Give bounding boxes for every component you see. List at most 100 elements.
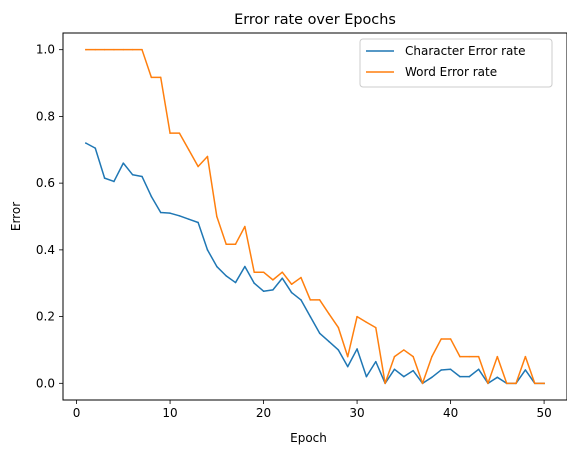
data-point-character-error-rate: [113, 180, 115, 183]
data-point-word-error-rate: [253, 271, 255, 273]
x-tick-label: 10: [162, 406, 177, 420]
data-point-word-error-rate: [346, 355, 349, 358]
data-point-character-error-rate: [188, 218, 190, 220]
x-tick-label: 20: [256, 406, 271, 420]
chart-title: Error rate over Epochs: [234, 12, 396, 28]
data-point-word-error-rate: [440, 338, 442, 340]
data-point-character-error-rate: [318, 332, 321, 335]
legend: Character Error rate Word Error rate: [359, 38, 553, 88]
series-points-character-error-rate: [85, 142, 545, 385]
data-point-character-error-rate: [244, 265, 246, 268]
data-point-word-error-rate: [459, 355, 461, 358]
data-point-word-error-rate: [384, 382, 386, 385]
data-point-word-error-rate: [225, 243, 227, 245]
data-point-word-error-rate: [122, 48, 125, 51]
y-tick-label: 0.8: [36, 109, 55, 123]
legend-label-word-error-rate: Word Error rate: [405, 65, 497, 79]
data-point-character-error-rate: [403, 375, 405, 378]
data-point-word-error-rate: [159, 76, 162, 79]
data-point-character-error-rate: [290, 291, 293, 294]
data-point-word-error-rate: [318, 299, 321, 301]
data-point-word-error-rate: [103, 48, 106, 51]
data-point-character-error-rate: [356, 348, 358, 350]
data-point-word-error-rate: [412, 355, 414, 358]
data-point-character-error-rate: [496, 376, 499, 379]
data-point-word-error-rate: [477, 355, 480, 358]
data-point-word-error-rate: [365, 321, 368, 324]
data-point-word-error-rate: [197, 165, 199, 168]
x-tick-label: 30: [349, 406, 364, 420]
data-point-word-error-rate: [468, 355, 471, 358]
y-tick-label: 0.0: [36, 376, 55, 390]
data-point-word-error-rate: [113, 48, 115, 51]
data-point-character-error-rate: [337, 349, 340, 351]
data-point-word-error-rate: [337, 326, 340, 329]
data-point-word-error-rate: [524, 355, 527, 358]
y-tick-label: 0.6: [36, 176, 55, 190]
data-point-character-error-rate: [440, 369, 442, 371]
data-point-word-error-rate: [356, 315, 358, 318]
data-point-word-error-rate: [169, 132, 171, 134]
y-axis-ticks: 0.0 0.2 0.4 0.6 0.8 1.0: [36, 43, 63, 390]
data-point-character-error-rate: [122, 162, 125, 164]
data-point-character-error-rate: [262, 290, 265, 292]
data-point-character-error-rate: [131, 174, 134, 176]
data-point-character-error-rate: [206, 249, 209, 251]
data-point-character-error-rate: [178, 215, 181, 217]
data-point-character-error-rate: [94, 147, 97, 149]
data-point-word-error-rate: [272, 279, 274, 281]
plot-lines: [84, 48, 545, 385]
data-point-character-error-rate: [365, 375, 368, 378]
data-point-word-error-rate: [188, 149, 190, 151]
y-tick-label: 1.0: [36, 43, 55, 57]
series-line-word-error-rate: [85, 48, 545, 385]
data-point-character-error-rate: [150, 195, 153, 198]
x-axis-label: Epoch: [290, 431, 327, 445]
x-tick-label: 40: [443, 406, 458, 420]
data-point-word-error-rate: [533, 382, 536, 385]
series-points-word-error-rate: [85, 48, 545, 385]
data-point-character-error-rate: [309, 315, 312, 318]
data-point-word-error-rate: [234, 243, 237, 245]
y-tick-label: 0.2: [36, 310, 55, 324]
data-point-character-error-rate: [225, 275, 227, 277]
data-point-word-error-rate: [309, 299, 312, 301]
data-point-word-error-rate: [216, 215, 218, 218]
data-point-word-error-rate: [141, 48, 143, 51]
data-point-character-error-rate: [449, 368, 452, 371]
y-tick-label: 0.4: [36, 243, 55, 257]
data-point-character-error-rate: [524, 369, 527, 371]
data-point-character-error-rate: [375, 360, 377, 363]
x-axis-ticks: 0 10 20 30 40 50: [73, 400, 552, 420]
x-tick-label: 50: [536, 406, 551, 420]
data-point-character-error-rate: [141, 175, 143, 178]
data-point-word-error-rate: [150, 76, 153, 79]
data-point-character-error-rate: [346, 365, 349, 368]
series-line-character-error-rate: [84, 142, 545, 385]
data-point-character-error-rate: [412, 369, 414, 372]
data-point-word-error-rate: [244, 225, 246, 228]
data-point-word-error-rate: [375, 326, 377, 329]
data-point-word-error-rate: [393, 355, 396, 358]
data-point-word-error-rate: [487, 382, 489, 385]
plot-frame: [62, 32, 567, 401]
y-axis-label: Error: [9, 202, 23, 231]
data-point-character-error-rate: [459, 375, 461, 378]
data-point-word-error-rate: [85, 48, 87, 51]
data-point-word-error-rate: [505, 382, 508, 385]
x-tick-label: 0: [73, 406, 81, 420]
data-point-character-error-rate: [393, 368, 396, 371]
data-point-character-error-rate: [272, 289, 274, 291]
data-point-word-error-rate: [290, 283, 293, 285]
data-point-character-error-rate: [300, 299, 302, 301]
data-point-character-error-rate: [103, 177, 106, 179]
data-point-character-error-rate: [477, 368, 480, 371]
data-point-character-error-rate: [281, 277, 284, 279]
data-point-word-error-rate: [328, 313, 330, 315]
data-point-word-error-rate: [262, 271, 265, 273]
data-point-character-error-rate: [85, 142, 87, 144]
data-point-word-error-rate: [178, 132, 181, 134]
data-point-word-error-rate: [496, 355, 499, 358]
